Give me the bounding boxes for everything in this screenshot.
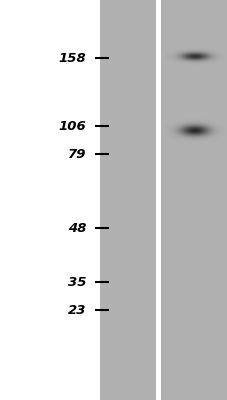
- Text: 35: 35: [68, 276, 86, 288]
- Bar: [100, 0, 155, 400]
- Text: 79: 79: [68, 148, 86, 160]
- Bar: [155, 0, 160, 400]
- Text: 23: 23: [68, 304, 86, 316]
- Text: 106: 106: [59, 120, 86, 132]
- Text: 48: 48: [68, 222, 86, 234]
- Text: 158: 158: [59, 52, 86, 64]
- Bar: [160, 0, 227, 400]
